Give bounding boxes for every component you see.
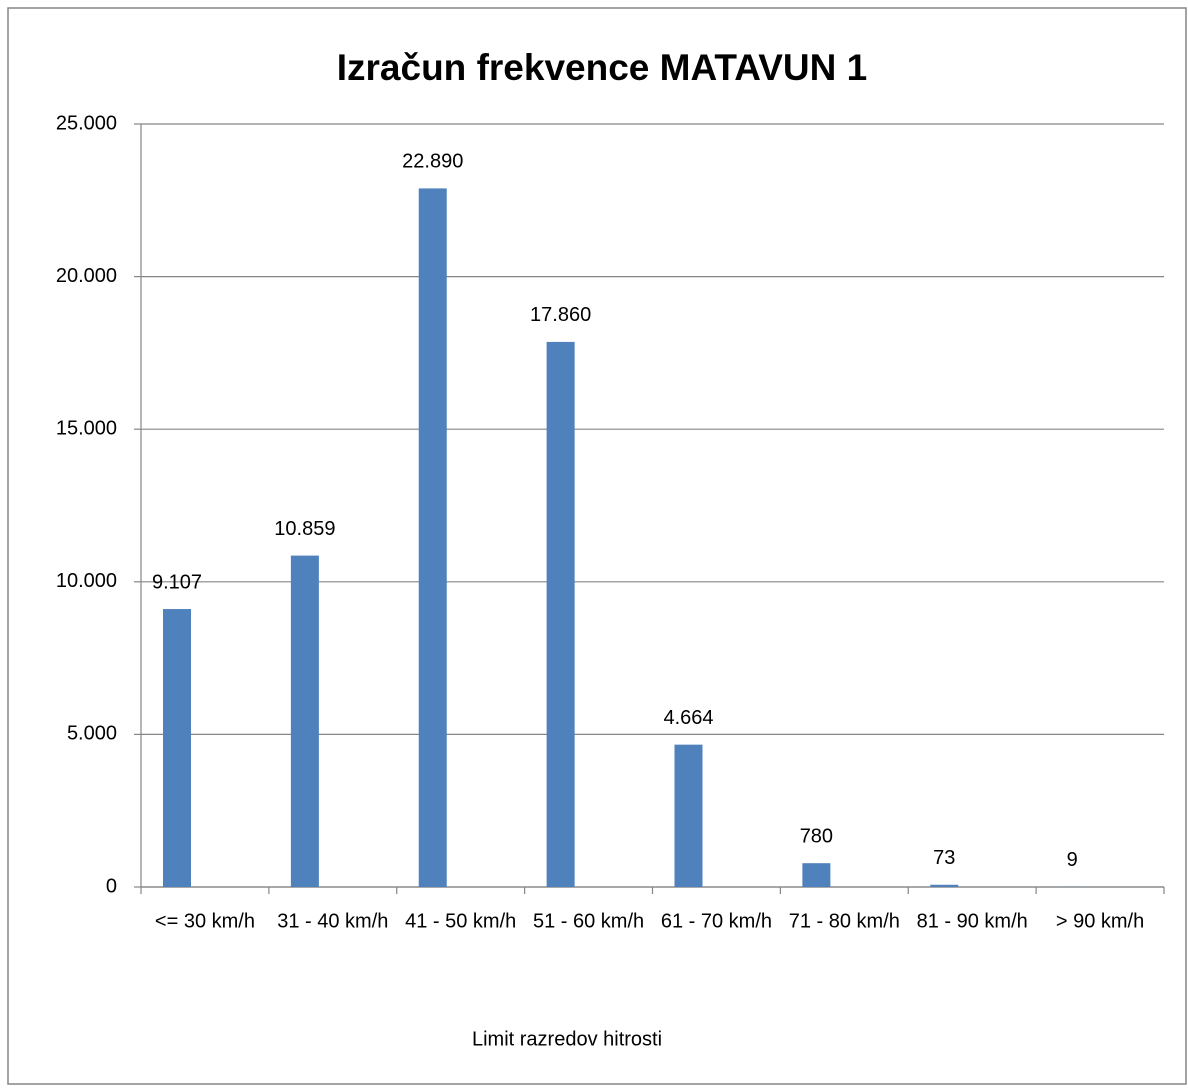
x-axis-label: Limit razredov hitrosti — [472, 1028, 662, 1050]
value-label: 9 — [1067, 849, 1078, 871]
bar — [163, 609, 191, 887]
bar — [930, 884, 959, 887]
value-label: 17.860 — [530, 304, 591, 326]
x-tick-label: 71 - 80 km/h — [789, 910, 900, 932]
y-tick-label: 25.000 — [56, 112, 117, 134]
x-tick-label: 51 - 60 km/h — [533, 910, 644, 932]
x-tick-label: 61 - 70 km/h — [661, 910, 772, 932]
y-tick-label: 5.000 — [67, 723, 117, 745]
value-label: 73 — [933, 847, 955, 869]
bar — [546, 341, 575, 887]
value-label: 10.859 — [274, 518, 335, 540]
value-label: 22.890 — [402, 151, 463, 173]
bar — [418, 188, 447, 887]
x-tick-label: 81 - 90 km/h — [917, 910, 1028, 932]
x-tick-label: 41 - 50 km/h — [405, 910, 516, 932]
value-label: 4.664 — [663, 707, 713, 729]
bar — [290, 555, 319, 887]
value-label: 780 — [800, 825, 833, 847]
bar — [674, 744, 703, 887]
chart-title: Izračun frekvence MATAVUN 1 — [337, 47, 867, 88]
y-tick-label: 15.000 — [56, 417, 117, 439]
x-tick-label: > 90 km/h — [1056, 910, 1144, 932]
value-label: 9.107 — [152, 571, 202, 593]
x-tick-label: <= 30 km/h — [155, 910, 255, 932]
bar — [802, 863, 831, 887]
y-tick-label: 20.000 — [56, 265, 117, 287]
y-tick-label: 0 — [106, 875, 117, 897]
x-tick-label: 31 - 40 km/h — [277, 910, 388, 932]
y-tick-label: 10.000 — [56, 570, 117, 592]
chart-frame — [7, 7, 1187, 1085]
